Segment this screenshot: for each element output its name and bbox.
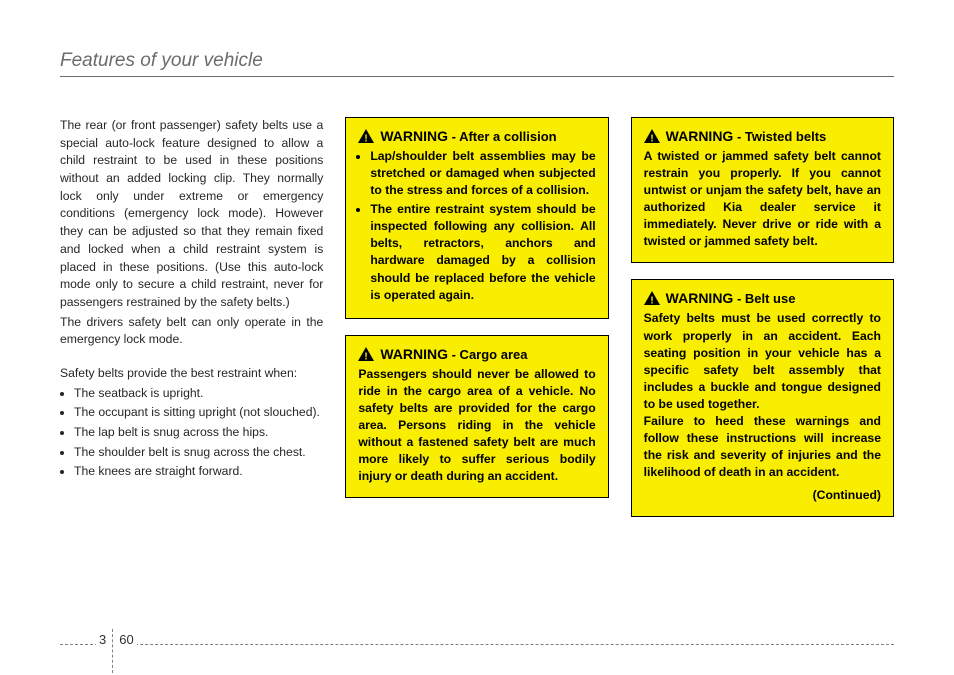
warning-list-item: Lap/shoulder belt assemblies may be stre… [370,148,595,199]
warning-body: Safety belts must be used correctly to w… [644,310,881,504]
warning-paragraph: Safety belts must be used correctly to w… [644,310,881,412]
content-columns: The rear (or front passenger) safety bel… [60,117,894,533]
paragraph: Safety belts provide the best restraint … [60,365,323,383]
list-item: The knees are straight forward. [74,463,323,481]
warning-title: ! WARNING - Twisted belts [644,128,881,144]
warning-paragraph: Failure to heed these warnings and follo… [644,413,881,481]
svg-text:!: ! [365,351,368,361]
warning-title-text: WARNING - Twisted belts [666,128,881,144]
warning-body: Lap/shoulder belt assemblies may be stre… [358,148,595,304]
continued-label: (Continued) [644,487,881,504]
warning-title-text: WARNING - After a collision [380,128,595,144]
svg-text:!: ! [650,134,653,144]
paragraph: The drivers safety belt can only operate… [60,314,323,349]
paragraph: The rear (or front passenger) safety bel… [60,117,323,312]
list-item: The shoulder belt is snug across the che… [74,444,323,462]
column-3: ! WARNING - Twisted belts A twisted or j… [631,117,894,533]
warning-after-collision: ! WARNING - After a collision Lap/should… [345,117,608,319]
svg-text:!: ! [365,134,368,144]
page-header: Features of your vehicle [60,50,894,77]
bullet-list: The seatback is upright. The occupant is… [60,385,323,481]
warning-body: Passengers should never be allowed to ri… [358,366,595,486]
section-number: 3 [99,632,106,647]
list-item: The seatback is upright. [74,385,323,403]
warning-title: ! WARNING - Cargo area [358,346,595,362]
list-item: The lap belt is snug across the hips. [74,424,323,442]
warning-list-item: The entire restraint system should be in… [370,201,595,303]
page-footer: 3 60 [60,644,894,645]
page-divider [112,629,113,673]
page-num: 60 [119,632,133,647]
warning-cargo-area: ! WARNING - Cargo area Passengers should… [345,335,608,499]
manual-page: Features of your vehicle The rear (or fr… [0,0,954,675]
warning-title-text: WARNING - Cargo area [380,346,595,362]
warning-triangle-icon: ! [644,129,660,143]
warning-triangle-icon: ! [644,291,660,305]
warning-title: ! WARNING - After a collision [358,128,595,144]
warning-twisted-belts: ! WARNING - Twisted belts A twisted or j… [631,117,894,263]
warning-title: ! WARNING - Belt use [644,290,881,306]
warning-triangle-icon: ! [358,347,374,361]
column-2: ! WARNING - After a collision Lap/should… [345,117,608,533]
svg-text:!: ! [650,296,653,306]
warning-body: A twisted or jammed safety belt cannot r… [644,148,881,250]
page-number: 3 60 [96,623,137,655]
warning-title-text: WARNING - Belt use [666,290,881,306]
column-1: The rear (or front passenger) safety bel… [60,117,323,533]
body-text-block: The rear (or front passenger) safety bel… [60,117,323,383]
warning-belt-use: ! WARNING - Belt use Safety belts must b… [631,279,894,517]
warning-triangle-icon: ! [358,129,374,143]
list-item: The occupant is sitting upright (not slo… [74,404,323,422]
